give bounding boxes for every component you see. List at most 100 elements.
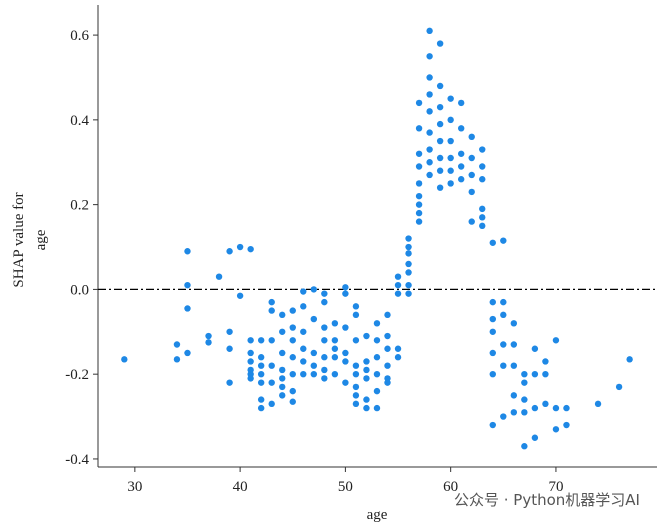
point bbox=[342, 349, 349, 357]
y-tick-label: 0.0 bbox=[70, 282, 89, 298]
point bbox=[363, 396, 370, 403]
point bbox=[384, 332, 391, 340]
point bbox=[394, 281, 402, 289]
point bbox=[542, 358, 549, 365]
point bbox=[531, 370, 539, 378]
x-tick-label: 30 bbox=[127, 479, 142, 495]
point bbox=[531, 345, 539, 352]
point bbox=[436, 154, 444, 162]
point bbox=[384, 345, 391, 352]
point bbox=[510, 320, 518, 327]
point bbox=[289, 324, 296, 331]
point bbox=[510, 392, 518, 399]
point bbox=[363, 404, 370, 412]
point bbox=[426, 53, 433, 60]
point bbox=[331, 370, 339, 378]
y-tick-label: 0.4 bbox=[70, 113, 89, 129]
point bbox=[184, 248, 191, 255]
point bbox=[352, 362, 360, 369]
point bbox=[405, 269, 412, 276]
point bbox=[489, 421, 496, 429]
point bbox=[226, 379, 233, 386]
point bbox=[531, 434, 539, 441]
point bbox=[184, 349, 191, 357]
point bbox=[257, 362, 265, 369]
point bbox=[363, 358, 370, 365]
point bbox=[384, 379, 391, 386]
point bbox=[352, 392, 360, 399]
point bbox=[457, 163, 465, 170]
point bbox=[394, 273, 402, 280]
point bbox=[331, 337, 339, 344]
point bbox=[257, 404, 265, 412]
point bbox=[521, 370, 528, 378]
point bbox=[289, 398, 296, 405]
point bbox=[205, 339, 212, 346]
x-axis-label: age bbox=[367, 507, 388, 523]
point bbox=[236, 243, 244, 251]
point bbox=[521, 443, 528, 450]
point bbox=[521, 396, 528, 403]
point bbox=[247, 349, 254, 357]
point bbox=[552, 337, 560, 344]
point bbox=[373, 404, 381, 412]
point bbox=[268, 400, 275, 408]
point bbox=[468, 188, 475, 196]
point bbox=[321, 375, 328, 382]
point bbox=[215, 273, 223, 280]
point bbox=[279, 311, 286, 319]
point bbox=[257, 396, 265, 403]
point bbox=[542, 370, 549, 378]
point bbox=[415, 99, 423, 107]
point bbox=[457, 125, 465, 132]
point bbox=[479, 214, 486, 221]
point bbox=[405, 281, 412, 289]
point bbox=[373, 320, 381, 327]
point bbox=[457, 176, 465, 183]
point bbox=[489, 349, 496, 357]
point bbox=[594, 400, 602, 408]
point bbox=[447, 137, 454, 145]
point bbox=[310, 370, 318, 378]
point bbox=[415, 180, 423, 187]
point bbox=[247, 337, 254, 344]
point bbox=[373, 354, 381, 361]
point bbox=[279, 383, 286, 391]
point bbox=[500, 237, 507, 244]
point bbox=[342, 358, 349, 365]
point bbox=[468, 218, 475, 225]
point bbox=[300, 358, 307, 365]
point bbox=[373, 337, 381, 344]
point bbox=[415, 125, 423, 132]
point bbox=[426, 146, 433, 153]
point bbox=[342, 324, 349, 331]
point bbox=[268, 379, 275, 386]
point bbox=[479, 205, 486, 213]
point bbox=[184, 281, 191, 289]
y-axis-label: SHAP value for bbox=[11, 192, 27, 287]
point bbox=[489, 315, 496, 323]
point bbox=[542, 400, 549, 408]
point bbox=[279, 375, 286, 382]
point bbox=[321, 354, 328, 361]
point bbox=[563, 421, 570, 429]
point bbox=[405, 243, 412, 251]
point bbox=[257, 379, 265, 386]
point bbox=[289, 354, 296, 361]
point bbox=[500, 413, 507, 420]
point bbox=[489, 239, 496, 246]
point bbox=[226, 345, 233, 352]
point bbox=[321, 298, 328, 306]
point bbox=[457, 150, 465, 157]
point bbox=[436, 120, 444, 128]
point bbox=[268, 362, 275, 369]
point bbox=[479, 176, 486, 183]
point bbox=[426, 108, 433, 115]
point bbox=[289, 370, 296, 378]
point bbox=[415, 201, 423, 208]
point bbox=[500, 311, 507, 319]
point bbox=[310, 362, 318, 369]
point bbox=[321, 366, 328, 374]
point bbox=[415, 192, 423, 200]
